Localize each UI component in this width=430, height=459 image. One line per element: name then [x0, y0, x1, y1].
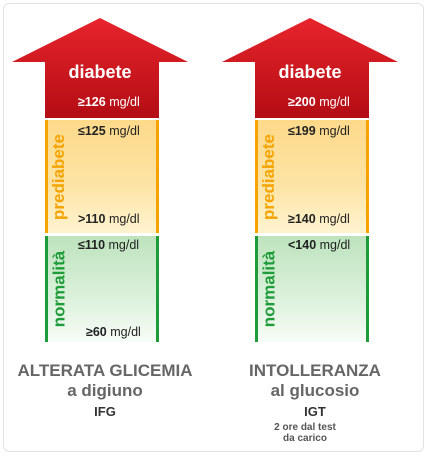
ifg-normalita-band [45, 236, 159, 342]
ifg-pre-top-unit: mg/dl [109, 124, 140, 138]
igt-pre-top-unit: mg/dl [319, 124, 350, 138]
ifg-column: diabete ≥126 mg/dl prediabete ≤125 mg/dl… [0, 0, 200, 459]
igt-diabete-value: ≥200 [288, 95, 316, 109]
ifg-norm-top-value: ≤110 [78, 238, 106, 252]
igt-prediabete-label: prediabete [258, 120, 280, 233]
ifg-title-line1: ALTERATA GLICEMIA [17, 361, 193, 380]
ifg-pre-bottom-unit: mg/dl [108, 212, 140, 226]
igt-normalita-text: normalità [259, 250, 278, 328]
ifg-prediabete-label: prediabete [48, 120, 70, 233]
ifg-norm-bottom-value: ≥60 [86, 325, 107, 339]
igt-pre-bottom-value: ≥140 [288, 212, 316, 226]
igt-abbr: IGT [304, 404, 326, 419]
igt-prediabete-text: prediabete [259, 133, 279, 220]
igt-pre-top: ≤199 mg/dl [288, 124, 350, 138]
ifg-prediabete-band [45, 120, 159, 233]
igt-diabete-arrow [222, 18, 398, 118]
ifg-normalita-text: normalità [49, 250, 68, 328]
igt-diabete-unit: mg/dl [319, 95, 350, 109]
igt-note-line2: da carico [283, 433, 327, 444]
igt-title-line2: al glucosio [270, 381, 360, 400]
igt-prediabete-band [255, 120, 369, 233]
ifg-prediabete-text: prediabete [49, 133, 69, 220]
ifg-pre-bottom: >110 mg/dl [78, 212, 140, 226]
ifg-abbr: IFG [94, 404, 116, 419]
igt-title-line1: INTOLLERANZA [249, 361, 381, 380]
igt-norm-top-unit: mg/dl [319, 238, 351, 252]
igt-note-line1: 2 ore dal test [274, 422, 336, 433]
igt-diabete-threshold: ≥200 mg/dl [288, 95, 350, 109]
igt-pre-bottom-unit: mg/dl [319, 212, 350, 226]
igt-norm-top: <140 mg/dl [288, 238, 350, 252]
ifg-norm-top-unit: mg/dl [108, 238, 140, 252]
ifg-pre-bottom-value: >110 [78, 212, 106, 226]
ifg-diabete-value: ≥126 [78, 95, 106, 109]
igt-diabete-label: diabete [278, 62, 342, 82]
igt-normalita-band [255, 236, 369, 342]
ifg-pre-top: ≤125 mg/dl [78, 124, 140, 138]
igt-normalita-label: normalità [258, 236, 280, 342]
ifg-title-line2: a digiuno [67, 381, 143, 400]
ifg-norm-bottom-unit: mg/dl [110, 325, 141, 339]
igt-pre-top-value: ≤199 [288, 124, 316, 138]
ifg-pre-top-value: ≤125 [78, 124, 106, 138]
igt-pre-bottom: ≥140 mg/dl [288, 212, 350, 226]
ifg-norm-bottom: ≥60 mg/dl [86, 325, 141, 339]
ifg-normalita-label: normalità [48, 236, 70, 342]
ifg-diabete-arrow [12, 18, 188, 118]
ifg-diabete-threshold: ≥126 mg/dl [78, 95, 140, 109]
ifg-norm-top: ≤110 mg/dl [78, 238, 139, 252]
igt-column: diabete ≥200 mg/dl prediabete ≤199 mg/dl… [210, 0, 410, 459]
igt-norm-top-value: <140 [288, 238, 317, 252]
ifg-diabete-label: diabete [68, 62, 132, 82]
ifg-diabete-unit: mg/dl [109, 95, 140, 109]
